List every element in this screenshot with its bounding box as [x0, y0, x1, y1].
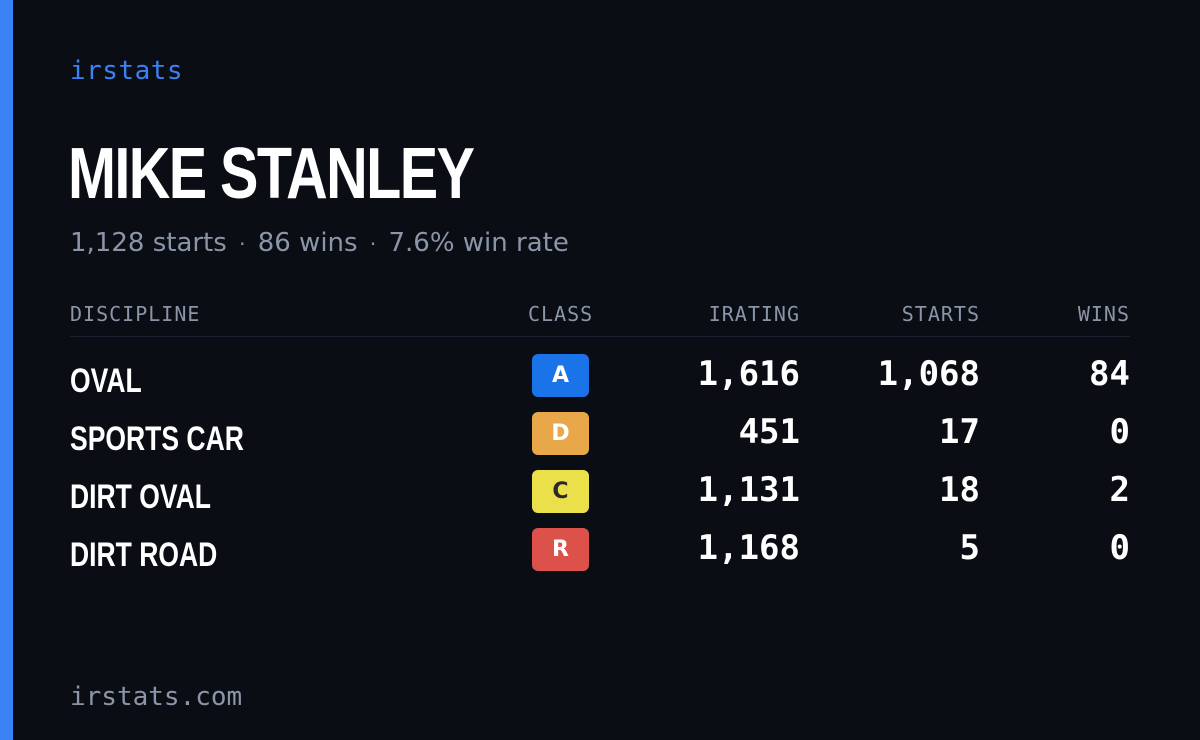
starts-value: 1,068 [877, 354, 980, 394]
header-class: CLASS [528, 302, 594, 326]
irating-value: 1,616 [697, 354, 800, 394]
driver-name: MIKE STANLEY [68, 134, 475, 214]
irating-value: 1,168 [697, 528, 800, 568]
table-header: DISCIPLINE CLASS IRATING STARTS WINS [70, 302, 1130, 326]
header-irating: IRATING [708, 302, 800, 326]
discipline-name: DIRT OVAL [70, 478, 211, 516]
header-divider [70, 336, 1130, 337]
irating-value: 451 [738, 412, 800, 452]
header-starts: STARTS [901, 302, 980, 326]
class-badge: A [532, 354, 589, 397]
class-badge: R [532, 528, 589, 571]
wins-value: 84 [1089, 354, 1130, 394]
wins-value: 0 [1109, 528, 1130, 568]
accent-bar [0, 0, 13, 740]
irating-value: 1,131 [697, 470, 800, 510]
starts-value: 17 [939, 412, 980, 452]
summary-starts: 1,128 starts [70, 228, 227, 258]
discipline-name: OVAL [70, 362, 142, 400]
table-row: OVAL A 1,616 1,068 84 [70, 352, 1130, 404]
summary-win-rate: 7.6% win rate [388, 228, 569, 258]
class-badge: C [532, 470, 589, 513]
starts-value: 5 [959, 528, 980, 568]
wins-value: 0 [1109, 412, 1130, 452]
starts-value: 18 [939, 470, 980, 510]
wins-value: 2 [1109, 470, 1130, 510]
table-row: SPORTS CAR D 451 17 0 [70, 410, 1130, 462]
brand-logo[interactable]: irstats [70, 56, 184, 86]
footer-url[interactable]: irstats.com [70, 682, 243, 712]
table-row: DIRT ROAD R 1,168 5 0 [70, 526, 1130, 578]
table-row: DIRT OVAL C 1,131 18 2 [70, 468, 1130, 520]
summary-separator: · [369, 232, 377, 256]
header-discipline: DISCIPLINE [70, 302, 201, 326]
driver-summary: 1,128 starts · 86 wins · 7.6% win rate [70, 228, 569, 258]
summary-separator: · [239, 232, 246, 256]
discipline-name: DIRT ROAD [70, 536, 218, 574]
class-badge: D [532, 412, 589, 455]
header-wins: WINS [1077, 302, 1130, 326]
discipline-name: SPORTS CAR [70, 420, 244, 458]
summary-wins: 86 wins [257, 228, 358, 258]
